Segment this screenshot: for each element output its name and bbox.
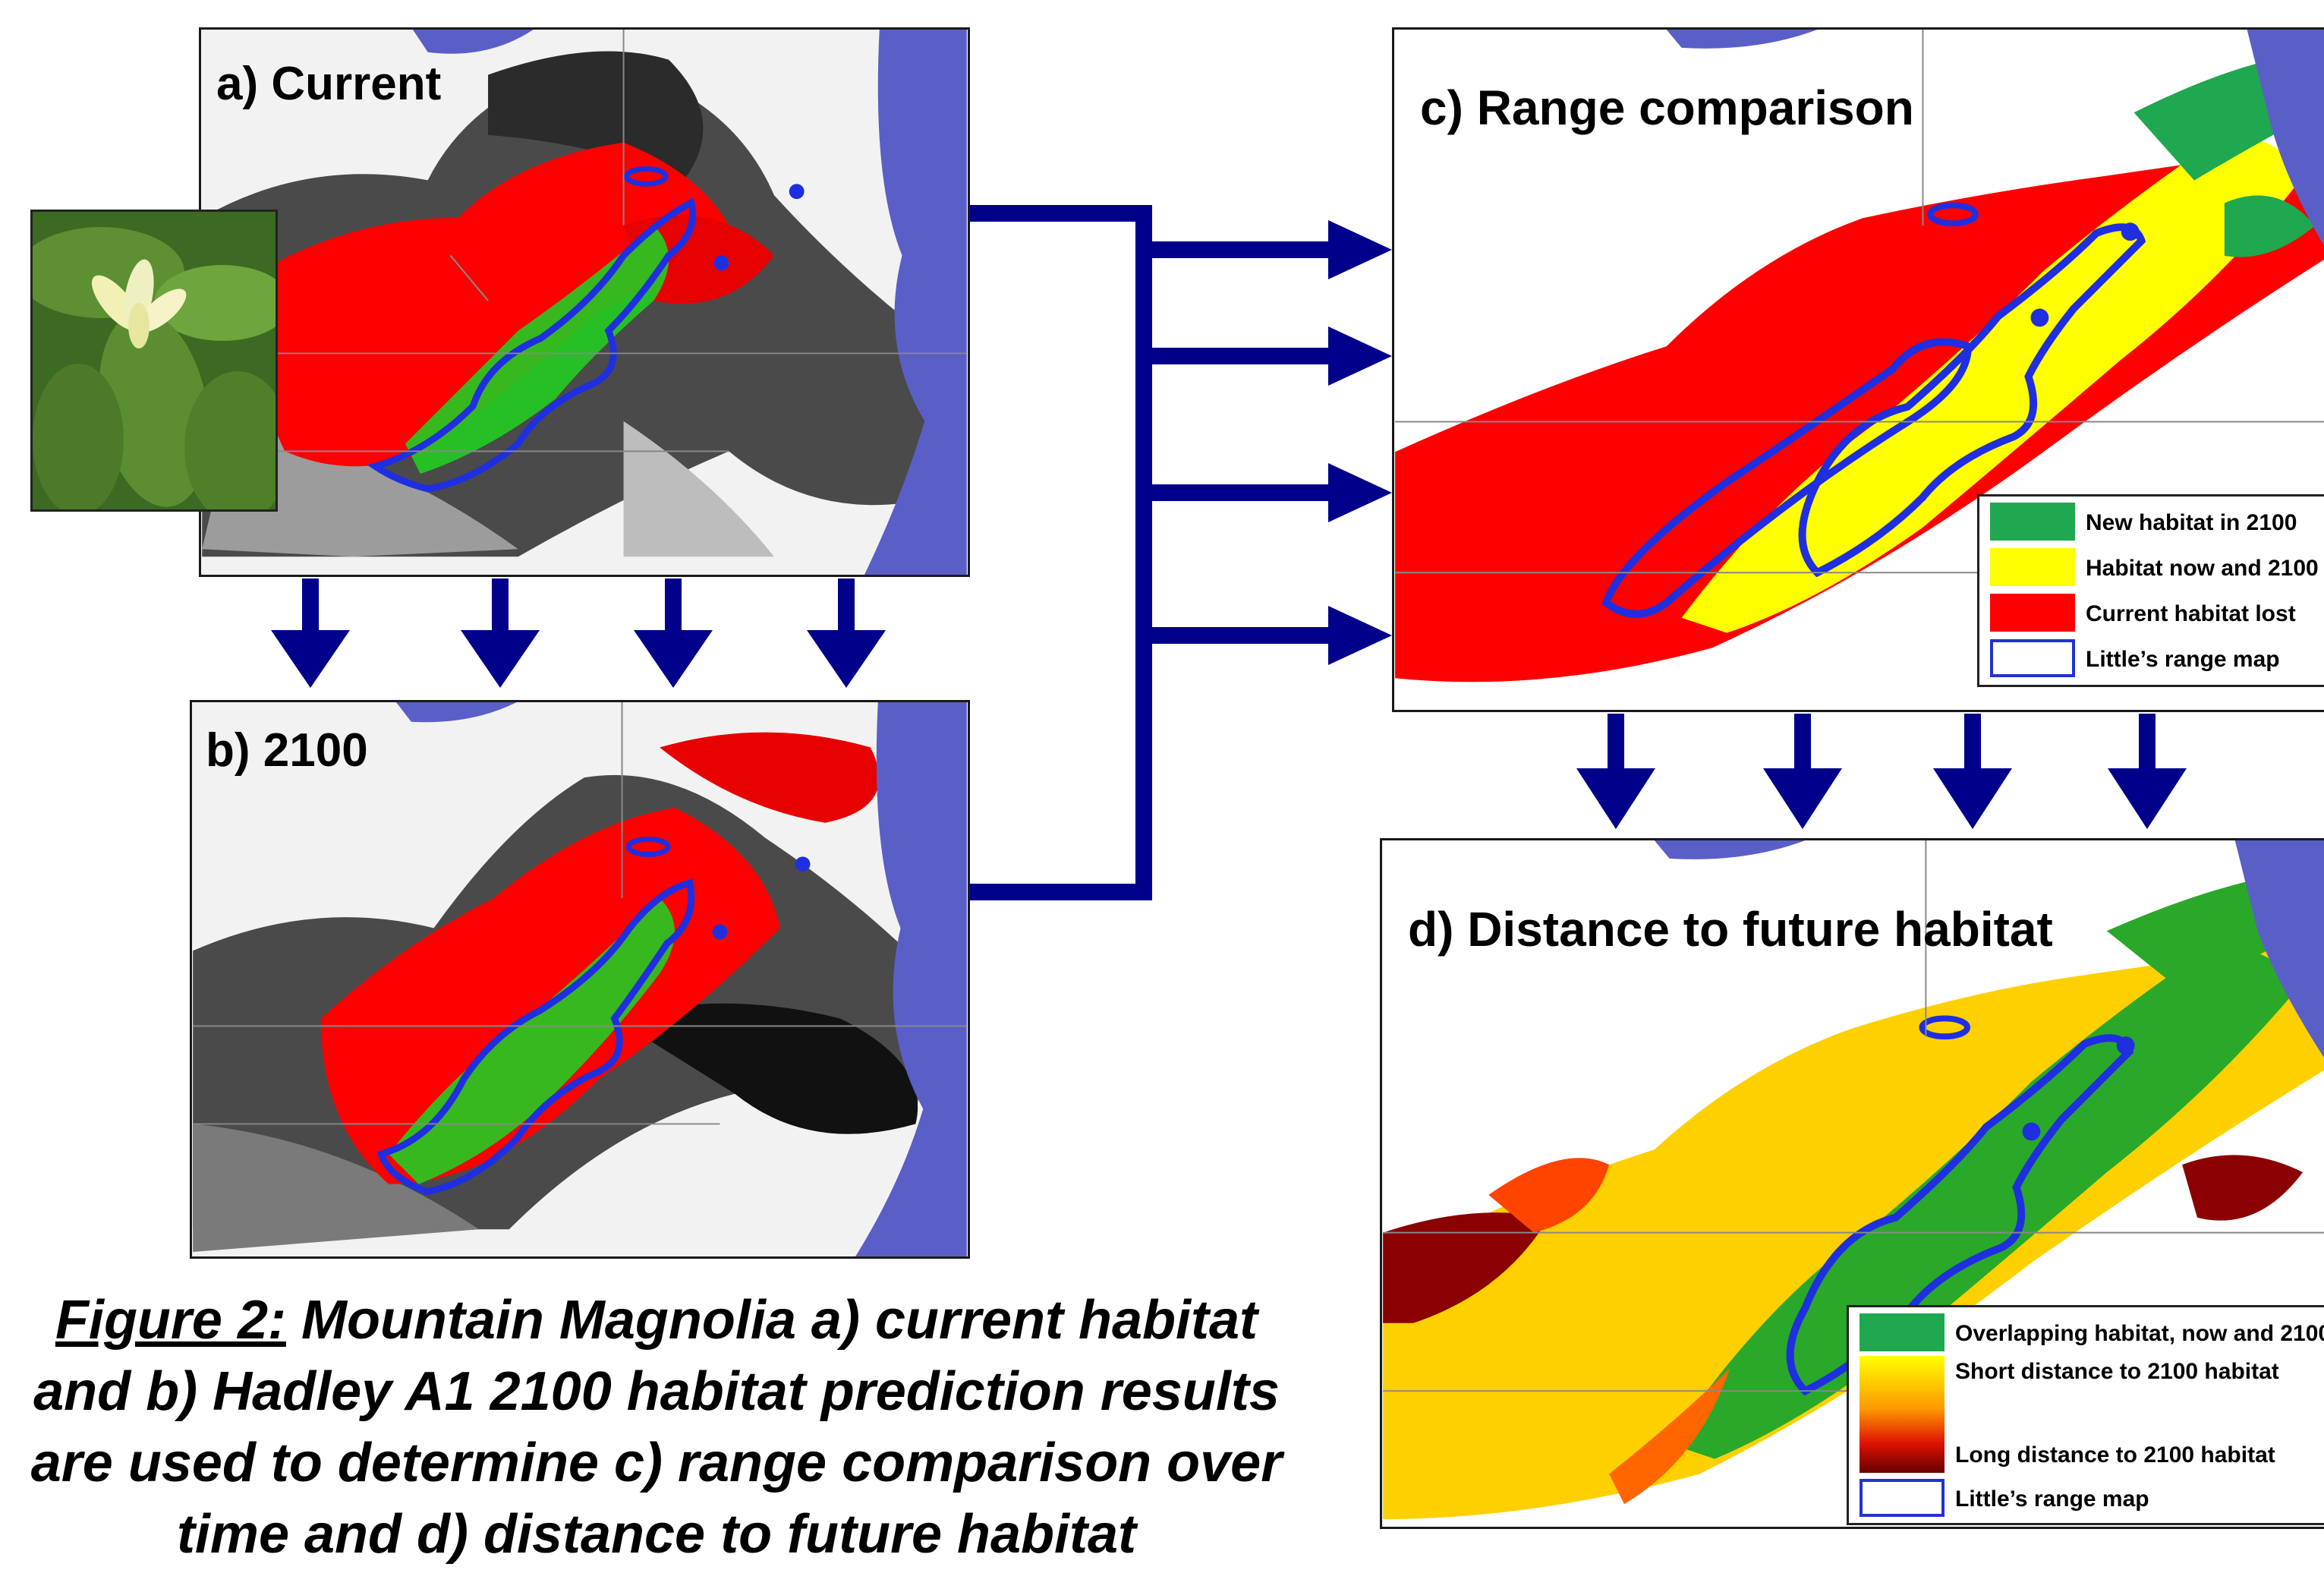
arrow-to-c-1 xyxy=(1152,220,1392,279)
connector-b xyxy=(970,884,1152,900)
vertical-bus xyxy=(1135,205,1152,900)
panel-c-range-comparison-map: c) Range comparison New habitat in 2100 … xyxy=(1392,27,2324,712)
arrow-a-to-b-4 xyxy=(807,579,886,688)
legend-row-overlap: Overlapping habitat, now and 2100 xyxy=(1849,1313,2324,1356)
panel-a-current-map: a) Current xyxy=(199,27,970,577)
legend-row-new-habitat: New habitat in 2100 xyxy=(1979,503,2324,545)
arrow-to-c-3 xyxy=(1152,463,1392,522)
legend-label-short: Short distance to 2100 habitat xyxy=(1955,1359,2279,1384)
legend-swatch-range-map xyxy=(1990,639,2075,677)
legend-row-habitat-now: Habitat now and 2100 xyxy=(1979,548,2324,591)
magnolia-photo xyxy=(30,210,278,512)
legend-label-new-habitat: New habitat in 2100 xyxy=(2086,510,2297,535)
legend-row-range-map-d: Little’s range map xyxy=(1849,1479,2324,1521)
current-habitat-map xyxy=(202,30,967,575)
legend-swatch-habitat-now xyxy=(1990,548,2075,586)
arrow-a-to-b-1 xyxy=(271,579,350,688)
figure-caption: Figure 2: Mountain Magnolia a) current h… xyxy=(15,1285,1298,1570)
legend-swatch-habitat-lost xyxy=(1990,594,2075,632)
arrow-c-to-d-3 xyxy=(1933,714,2012,829)
legend-label-range-map: Little’s range map xyxy=(2086,647,2280,672)
legend-row-habitat-lost: Current habitat lost xyxy=(1979,594,2324,636)
panel-b-2100-map: b) 2100 xyxy=(190,700,970,1259)
legend-row-range-map: Little’s range map xyxy=(1979,639,2324,682)
panel-c-title: c) Range comparison xyxy=(1420,80,1914,135)
panel-a-title: a) Current xyxy=(216,58,442,110)
arrow-c-to-d-2 xyxy=(1763,714,1842,829)
range-comparison-map xyxy=(1395,30,2324,710)
caption-figure-label: Figure 2: xyxy=(55,1290,286,1351)
arrow-c-to-d-4 xyxy=(2108,714,2187,829)
arrow-c-to-d-1 xyxy=(1576,714,1655,829)
magnolia-flower-image xyxy=(33,212,276,509)
legend-label-habitat-lost: Current habitat lost xyxy=(2086,601,2296,626)
distance-legend: Overlapping habitat, now and 2100 Short … xyxy=(1847,1305,2324,1525)
future-habitat-map xyxy=(193,702,967,1256)
legend-gradient-distance xyxy=(1860,1356,1945,1473)
arrow-a-to-b-3 xyxy=(634,579,713,688)
range-comparison-legend: New habitat in 2100 Habitat now and 2100… xyxy=(1977,494,2324,687)
connector-a xyxy=(970,205,1152,222)
legend-label-range-map-d: Little’s range map xyxy=(1955,1486,2149,1512)
panel-d-title: d) Distance to future habitat xyxy=(1408,902,2053,957)
panel-b-title: b) 2100 xyxy=(206,724,368,777)
panel-d-distance-map: d) Distance to future habitat Overlappin… xyxy=(1380,838,2324,1529)
legend-label-overlap: Overlapping habitat, now and 2100 xyxy=(1955,1321,2324,1346)
legend-swatch-overlap xyxy=(1860,1313,1945,1351)
legend-label-habitat-now: Habitat now and 2100 xyxy=(2086,556,2319,581)
legend-swatch-new-habitat xyxy=(1990,503,2075,541)
arrow-a-to-b-2 xyxy=(461,579,540,688)
legend-label-long: Long distance to 2100 habitat xyxy=(1955,1442,2275,1468)
legend-swatch-range-map-d xyxy=(1860,1479,1945,1517)
arrow-to-c-2 xyxy=(1152,326,1392,386)
flow-arrows xyxy=(271,205,2187,900)
arrow-to-c-4 xyxy=(1152,606,1392,665)
